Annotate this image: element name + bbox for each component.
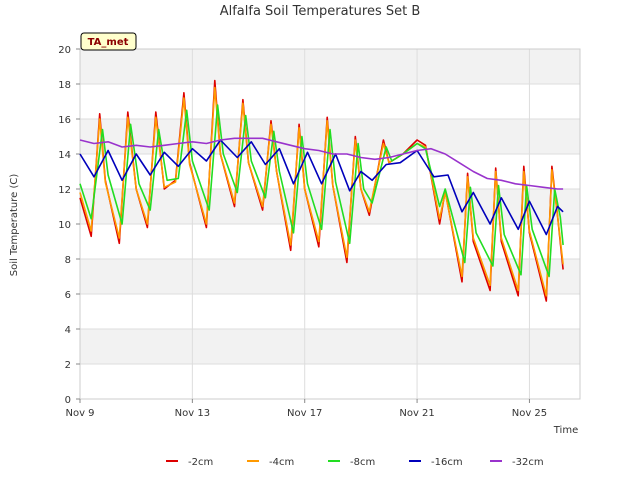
- series-lines: [79, 79, 564, 302]
- x-axis-ticks: Nov 9 Nov 13 Nov 17 Nov 21 Nov 25: [65, 399, 547, 419]
- station-badge-label: TA_met: [88, 37, 129, 48]
- chart-title: Alfalfa Soil Temperatures Set B: [220, 4, 421, 19]
- legend-label: -2cm: [188, 457, 213, 468]
- x-tick-label: Nov 13: [175, 408, 210, 419]
- legend-label: -4cm: [269, 457, 294, 468]
- x-tick-label: Nov 17: [287, 408, 322, 419]
- station-badge-box: [80, 32, 137, 51]
- y-tick-label: 4: [65, 325, 71, 336]
- y-tick-label: 6: [65, 290, 71, 301]
- y-tick-label: 8: [65, 255, 71, 266]
- series-line-32cmcm: [79, 137, 564, 190]
- legend-label: -16cm: [431, 457, 463, 468]
- y-tick-label: 0: [65, 395, 71, 406]
- y-tick-label: 10: [58, 220, 71, 231]
- y-tick-label: 18: [58, 80, 71, 91]
- station-badge: TA_met: [80, 32, 137, 51]
- legend-label: -32cm: [512, 457, 544, 468]
- x-tick-label: Nov 21: [399, 408, 434, 419]
- x-tick-label: Nov 9: [65, 408, 94, 419]
- y-tick-label: 16: [58, 115, 71, 126]
- y-axis-label: Soil Temperature (C): [9, 174, 20, 277]
- legend: -2cm -4cm -8cm -16cm -32cm: [166, 457, 544, 468]
- y-tick-label: 14: [58, 150, 71, 161]
- plot-band: [80, 329, 580, 364]
- y-axis-ticks: 0 2 4 6 8 10 12 14 16 18 20: [58, 45, 80, 406]
- x-tick-label: Nov 25: [512, 408, 547, 419]
- plot-band: [80, 49, 580, 84]
- legend-label: -8cm: [350, 457, 375, 468]
- plot-band: [80, 189, 580, 224]
- y-tick-label: 20: [58, 45, 71, 56]
- y-tick-label: 2: [65, 360, 71, 371]
- x-axis-label: Time: [553, 425, 578, 436]
- plot-band: [80, 259, 580, 294]
- y-tick-label: 12: [58, 185, 71, 196]
- series-line-16cmcm: [79, 139, 564, 236]
